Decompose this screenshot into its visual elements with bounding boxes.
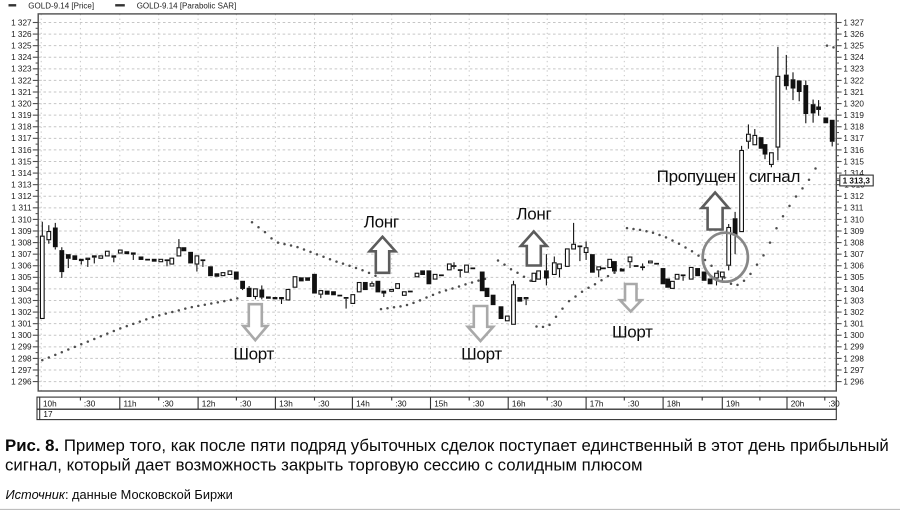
svg-text:1 319: 1 319 [843,111,864,120]
svg-text:сигнал: сигнал [749,167,800,186]
svg-text:1 325: 1 325 [11,42,32,51]
svg-text:1 320: 1 320 [843,99,864,108]
svg-text:1 308: 1 308 [843,238,864,247]
svg-text:1 297: 1 297 [843,366,864,375]
svg-text:Пропущен: Пропущен [657,167,736,186]
svg-text:1 314: 1 314 [11,169,32,178]
svg-text:1 297: 1 297 [11,366,32,375]
svg-text:1 312: 1 312 [843,192,864,201]
svg-text:1 298: 1 298 [843,354,864,363]
svg-text:17h: 17h [590,399,604,408]
svg-text:1 322: 1 322 [11,76,32,85]
svg-text:1 307: 1 307 [843,250,864,259]
svg-text:1 312: 1 312 [11,192,32,201]
svg-text:1 319: 1 319 [11,111,32,120]
svg-text:14h: 14h [356,399,370,408]
svg-text:12h: 12h [202,399,216,408]
svg-text:1 305: 1 305 [11,273,32,282]
svg-text:17: 17 [43,410,53,419]
svg-text:16h: 16h [512,399,526,408]
svg-text:1 300: 1 300 [843,331,864,340]
svg-text:1 316: 1 316 [11,146,32,155]
svg-text:1 322: 1 322 [843,76,864,85]
svg-text:1 302: 1 302 [11,308,32,317]
svg-text:1 296: 1 296 [11,377,32,386]
svg-text:1 321: 1 321 [843,88,864,97]
svg-text::30: :30 [628,399,640,408]
svg-text:19h: 19h [726,399,740,408]
svg-text:1 326: 1 326 [843,30,864,39]
svg-text:1 299: 1 299 [843,343,864,352]
svg-text:1 327: 1 327 [843,18,864,27]
svg-text:1 298: 1 298 [11,354,32,363]
svg-text:1 302: 1 302 [843,308,864,317]
svg-text:1 324: 1 324 [11,53,32,62]
svg-text:1 301: 1 301 [843,320,864,329]
svg-text:GOLD-9.14 [Price]: GOLD-9.14 [Price] [28,1,94,10]
svg-text:Шорт: Шорт [461,345,502,364]
svg-text:сигнал, который дает возможнос: сигнал, который дает возможность закрыть… [5,456,643,475]
svg-text:10h: 10h [43,399,57,408]
svg-text:20h: 20h [791,399,805,408]
svg-text:1 307: 1 307 [11,250,32,259]
svg-text:1 300: 1 300 [11,331,32,340]
svg-text:1 315: 1 315 [11,157,32,166]
svg-text:1 314: 1 314 [843,169,864,178]
svg-text:1 326: 1 326 [11,30,32,39]
svg-text:11h: 11h [124,399,137,408]
svg-text:1 311: 1 311 [12,204,32,213]
svg-text:Источник: данные Московской Би: Источник: данные Московской Биржи [6,487,233,502]
svg-text:Шорт: Шорт [233,345,274,364]
svg-text:1 304: 1 304 [843,285,864,294]
svg-text:1 317: 1 317 [11,134,32,143]
svg-text:Лонг: Лонг [364,213,399,232]
svg-text:1 320: 1 320 [11,99,32,108]
svg-text::30: :30 [84,399,96,408]
svg-text:1 327: 1 327 [11,18,32,27]
svg-text:1 321: 1 321 [11,88,32,97]
svg-text::30: :30 [162,399,174,408]
svg-text:1 299: 1 299 [11,343,32,352]
svg-text:18h: 18h [667,399,681,408]
svg-text:1 308: 1 308 [11,238,32,247]
svg-text:1 318: 1 318 [11,123,32,132]
svg-text::30: :30 [551,399,563,408]
svg-text:Лонг: Лонг [516,205,551,224]
svg-text:1 310: 1 310 [843,215,864,224]
svg-text::30: :30 [395,399,407,408]
svg-text::30: :30 [828,399,840,408]
svg-text:1 310: 1 310 [11,215,32,224]
svg-text:Рис. 8. Пример того, как после: Рис. 8. Пример того, как после пяти подр… [5,436,889,455]
svg-text:1 309: 1 309 [843,227,864,236]
svg-text::30: :30 [240,399,252,408]
svg-text:1 306: 1 306 [11,262,32,271]
svg-text:1 301: 1 301 [11,320,32,329]
svg-text:Шорт: Шорт [612,323,653,342]
svg-text:1 317: 1 317 [843,134,864,143]
svg-text:1 316: 1 316 [843,146,864,155]
svg-text:1 303: 1 303 [843,296,864,305]
svg-text:1 304: 1 304 [11,285,32,294]
svg-text::30: :30 [473,399,485,408]
svg-text:1 305: 1 305 [843,273,864,282]
svg-text:1 303: 1 303 [11,296,32,305]
svg-text:15h: 15h [434,399,448,408]
svg-text:GOLD-9.14 [Parabolic SAR]: GOLD-9.14 [Parabolic SAR] [137,1,237,10]
svg-text:1 323: 1 323 [11,65,32,74]
svg-text:1 306: 1 306 [843,262,864,271]
svg-text:1 309: 1 309 [11,227,32,236]
svg-text:1 311: 1 311 [843,204,863,213]
svg-text:1 315: 1 315 [843,157,864,166]
svg-text:1 324: 1 324 [843,53,864,62]
svg-text:1 313,3: 1 313,3 [843,177,871,186]
svg-text:1 296: 1 296 [843,377,864,386]
svg-text:1 323: 1 323 [843,65,864,74]
svg-text:1 318: 1 318 [843,123,864,132]
svg-text::30: :30 [318,399,330,408]
svg-text:1 325: 1 325 [843,42,864,51]
svg-text:1 313: 1 313 [11,181,32,190]
svg-text:13h: 13h [279,399,293,408]
